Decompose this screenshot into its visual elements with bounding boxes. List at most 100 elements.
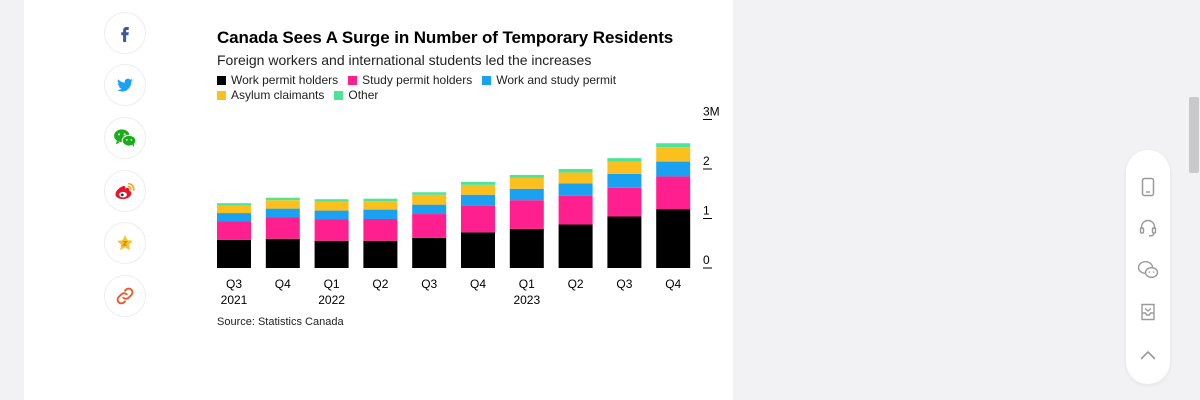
legend-label: Other bbox=[348, 88, 379, 102]
y-tick-label: 2 bbox=[703, 154, 710, 168]
legend-item-asylum: Asylum claimants bbox=[217, 88, 324, 102]
legend-swatch bbox=[482, 75, 492, 85]
bar-segment bbox=[314, 201, 349, 211]
bar-segment bbox=[461, 184, 495, 195]
bar-segment bbox=[314, 219, 349, 241]
bar-segment bbox=[217, 221, 251, 240]
headset-icon bbox=[1139, 219, 1157, 237]
x-tick-label: Q2 bbox=[372, 277, 388, 291]
copy-link-icon bbox=[116, 287, 134, 305]
bar-segment bbox=[217, 239, 251, 268]
scrollbar-track[interactable] bbox=[1186, 0, 1200, 400]
facebook-icon bbox=[121, 27, 129, 42]
legend-swatch bbox=[217, 90, 226, 100]
bar-segment bbox=[265, 208, 300, 218]
bar-segment bbox=[265, 197, 300, 201]
article-body: Canada Sees A Surge in Number of Tempora… bbox=[24, 0, 733, 400]
chart-legend-row-2: Asylum claimants Other bbox=[217, 88, 378, 102]
wechat-icon bbox=[114, 129, 137, 148]
bar-segment bbox=[558, 172, 593, 184]
chart-subtitle: Foreign workers and international studen… bbox=[217, 52, 592, 68]
legend-item-study-permit: Study permit holders bbox=[348, 73, 472, 87]
wechat-icon bbox=[1137, 260, 1159, 279]
customer-service-button[interactable] bbox=[1136, 216, 1160, 240]
legend-swatch bbox=[217, 75, 226, 85]
bar-segment bbox=[412, 192, 447, 195]
y-tick-label: 3M bbox=[703, 105, 720, 119]
legend-label: Study permit holders bbox=[362, 73, 473, 87]
chart-source: Source: Statistics Canada bbox=[217, 316, 344, 328]
weibo-icon bbox=[115, 182, 135, 200]
bar-segment bbox=[461, 205, 495, 233]
share-favorite-button[interactable] bbox=[104, 222, 146, 264]
bar-segment bbox=[607, 173, 642, 188]
bar-segment bbox=[509, 188, 544, 201]
bar-segment bbox=[265, 217, 300, 239]
bar-segment bbox=[461, 232, 495, 268]
back-to-top-button[interactable] bbox=[1136, 343, 1160, 367]
bar-segment bbox=[656, 176, 691, 210]
bar-segment bbox=[363, 218, 398, 241]
y-tick-label: 1 bbox=[703, 204, 710, 218]
bar-segment bbox=[314, 199, 349, 202]
bar-segment bbox=[412, 194, 447, 205]
bar-segment bbox=[656, 147, 691, 162]
legend-label: Work and study permit bbox=[496, 73, 617, 87]
bar-segment bbox=[314, 240, 349, 268]
bar-segment bbox=[509, 200, 544, 229]
bar-segment bbox=[265, 238, 300, 268]
x-tick-label: Q4 bbox=[665, 277, 681, 291]
bar-segment bbox=[363, 201, 398, 210]
legend-label: Asylum claimants bbox=[231, 88, 325, 102]
x-tick-label: Q4 bbox=[275, 277, 291, 291]
scrollbar-thumb[interactable] bbox=[1189, 97, 1199, 173]
x-tick-label-year: 2022 bbox=[318, 293, 345, 307]
legend-swatch bbox=[348, 75, 358, 85]
x-tick-label: Q1 bbox=[324, 277, 340, 291]
share-weibo-button[interactable] bbox=[104, 170, 146, 212]
inbox-button[interactable] bbox=[1136, 300, 1160, 324]
bar-segment bbox=[509, 174, 544, 178]
wechat-button[interactable] bbox=[1136, 258, 1160, 282]
tablet-button[interactable] bbox=[1136, 175, 1160, 199]
bar-segment bbox=[461, 181, 495, 185]
bar-segment bbox=[412, 237, 447, 268]
chevron-up-icon bbox=[1140, 351, 1156, 360]
x-tick-label-year: 2023 bbox=[513, 293, 540, 307]
bar-segment bbox=[558, 195, 593, 225]
bar-segment bbox=[265, 200, 300, 209]
x-tick-label-year: 2021 bbox=[221, 293, 248, 307]
bar-segment bbox=[558, 183, 593, 196]
bar-segment bbox=[509, 177, 544, 189]
bar-segment bbox=[607, 187, 642, 217]
bar-segment bbox=[607, 216, 642, 268]
share-facebook-button[interactable] bbox=[104, 12, 146, 54]
x-tick-label: Q4 bbox=[470, 277, 486, 291]
bar-segment bbox=[607, 158, 642, 162]
y-tick-label: 0 bbox=[703, 253, 710, 267]
bar-segment bbox=[656, 143, 691, 148]
x-tick-label: Q2 bbox=[568, 277, 584, 291]
share-wechat-button[interactable] bbox=[104, 117, 146, 159]
bar-segment bbox=[558, 169, 593, 173]
bar-segment bbox=[217, 213, 251, 222]
bar-segment bbox=[412, 204, 447, 215]
favorite-star-icon bbox=[117, 235, 133, 251]
tablet-icon bbox=[1141, 177, 1155, 197]
bar-segment bbox=[363, 198, 398, 202]
bar-segment bbox=[314, 210, 349, 220]
bar-segment bbox=[509, 228, 544, 268]
bar-segment bbox=[412, 214, 447, 238]
x-tick-label: Q1 bbox=[519, 277, 535, 291]
bar-segment bbox=[607, 161, 642, 174]
share-twitter-button[interactable] bbox=[104, 64, 146, 106]
chart-title: Canada Sees A Surge in Number of Tempora… bbox=[217, 28, 674, 47]
stacked-bar-chart: 0 1 2 3M Q3 2021 Q4 Q1 2022 Q2 Q3 Q4 Q1 2023 Q2 Q3 Q4 bbox=[217, 105, 720, 307]
share-copy-link-button[interactable] bbox=[104, 275, 146, 317]
legend-swatch bbox=[334, 90, 344, 100]
legend-label: Work permit holders bbox=[231, 73, 339, 87]
bar-segment bbox=[363, 209, 398, 219]
legend-item-other: Other bbox=[334, 88, 378, 102]
bar-segment bbox=[217, 203, 251, 206]
legend-item-work-study-permit: Work and study permit bbox=[482, 73, 616, 87]
